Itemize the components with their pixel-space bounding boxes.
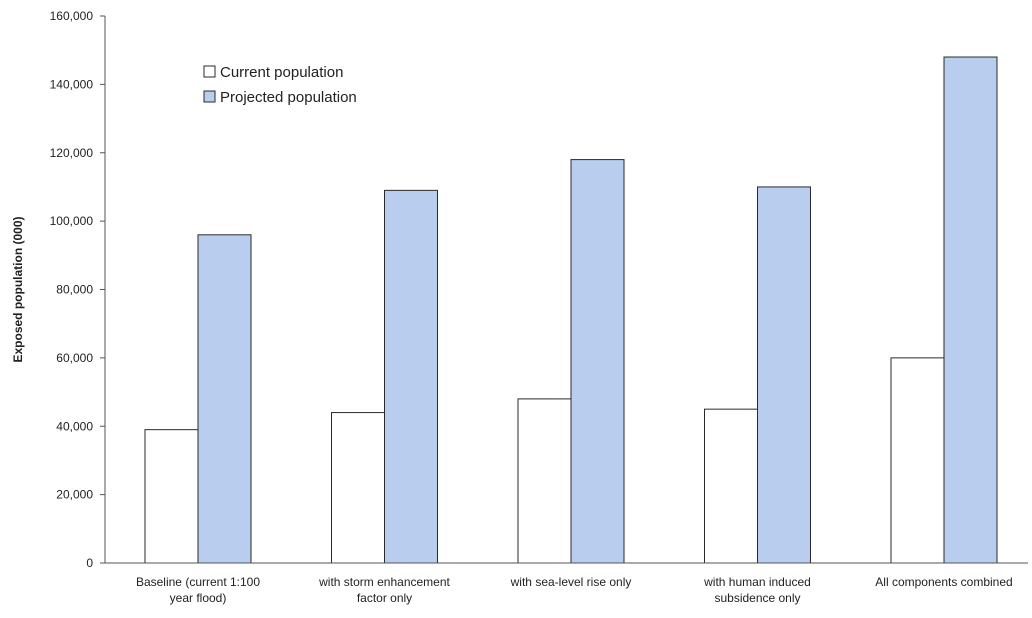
bar-projected-population	[384, 189, 438, 564]
legend: Current population Projected population	[203, 64, 357, 106]
y-tick-label: 100,000	[50, 214, 94, 228]
y-tick-label: 160,000	[50, 9, 94, 23]
legend-label-projected: Projected population	[220, 89, 357, 106]
y-axis: 0 20,000 40,000 60,000 80,000 100,000 120,000 1…	[50, 9, 106, 570]
y-tick-label: 0	[86, 556, 93, 570]
x-category-label: All components combined	[875, 575, 1012, 589]
legend-swatch-current	[203, 65, 216, 78]
y-tick-label: 20,000	[56, 488, 93, 502]
x-category-label: Baseline (current 1:100 year flood)	[136, 575, 260, 605]
y-tick-label: 60,000	[56, 351, 93, 365]
y-tick-label: 120,000	[50, 146, 94, 160]
bar-projected-population	[943, 56, 998, 564]
y-tick-label: 80,000	[56, 283, 93, 297]
bar-projected-population	[757, 186, 811, 564]
y-tick-label: 40,000	[56, 419, 93, 433]
legend-label-current: Current population	[220, 64, 343, 81]
bar-projected-population	[197, 234, 252, 564]
x-category-label: with storm enhancement factor only	[318, 575, 450, 605]
bar-current-population	[144, 429, 199, 564]
y-axis-title: Exposed population (000)	[11, 216, 25, 362]
bar-projected-population	[570, 159, 625, 564]
y-tick-label: 140,000	[50, 77, 94, 91]
legend-swatch-projected	[203, 90, 216, 103]
bar-current-population	[517, 398, 572, 564]
bar-current-population	[890, 357, 945, 564]
x-category-label: with human induced subsidence only	[703, 575, 811, 605]
x-category-label: with sea-level rise only	[510, 575, 632, 589]
x-axis: Baseline (current 1:100 year flood) with s…	[105, 562, 1028, 605]
bars	[144, 56, 998, 564]
bar-current-population	[704, 408, 758, 564]
bar-current-population	[331, 412, 385, 564]
